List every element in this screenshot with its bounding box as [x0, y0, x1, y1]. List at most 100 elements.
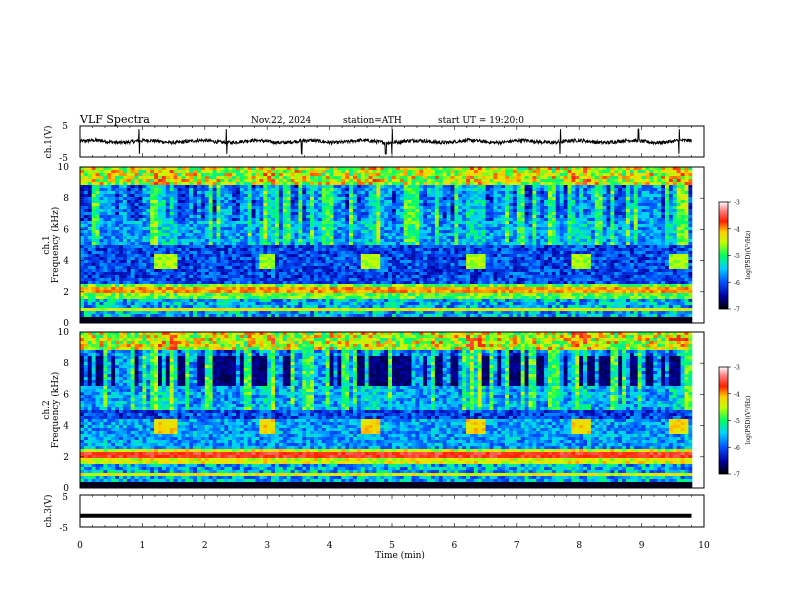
- spectrogram-cell: [91, 170, 96, 174]
- spectrogram-cell: [130, 272, 135, 276]
- spectrogram-cell: [395, 173, 401, 177]
- spectrogram-cell: [107, 293, 112, 297]
- spectrogram-cell: [427, 302, 432, 306]
- spectrogram-cell: [107, 284, 112, 288]
- spectrogram-cell: [306, 281, 311, 285]
- spectrogram-cell: [399, 314, 404, 318]
- spectrogram-cell: [236, 230, 241, 234]
- spectrogram-cell: [91, 167, 96, 171]
- spectrogram-cell: [126, 272, 131, 276]
- spectrogram-cell: [392, 200, 397, 204]
- spectrogram-cell: [126, 278, 131, 282]
- spectrogram-cell: [298, 203, 303, 207]
- spectrogram-cell: [259, 320, 264, 323]
- spectrogram-cell: [329, 257, 334, 261]
- spectrogram-cell: [193, 245, 198, 249]
- spectrogram-cell: [243, 248, 248, 252]
- spectrogram-cell: [236, 293, 241, 297]
- spectrogram-cell: [200, 284, 206, 288]
- spectrogram-cell: [239, 188, 245, 192]
- spectrogram-cell: [247, 197, 252, 201]
- spectrogram-cell: [169, 308, 174, 312]
- spectrogram-cell: [392, 194, 397, 198]
- spectrogram-cell: [154, 170, 159, 174]
- spectrogram-cell: [91, 314, 96, 318]
- spectrogram-cell: [395, 212, 401, 216]
- spectrogram-cell: [290, 302, 295, 306]
- spectrogram-cell: [360, 185, 365, 189]
- spectrogram-cell: [204, 302, 209, 306]
- spectrogram-cell: [341, 185, 346, 189]
- spectrogram-cell: [146, 209, 151, 213]
- spectrogram-cell: [329, 290, 334, 294]
- spectrogram-cell: [173, 230, 178, 234]
- spectrogram-cell: [122, 221, 128, 225]
- spectrogram-cell: [376, 248, 381, 252]
- spectrogram-cell: [220, 299, 225, 303]
- spectrogram-cell: [134, 293, 139, 297]
- spectrogram-cell: [150, 308, 155, 312]
- spectrogram-cell: [154, 299, 159, 303]
- spectrogram-cell: [399, 173, 404, 177]
- spectrogram-cell: [111, 200, 116, 204]
- spectrogram-cell: [399, 170, 404, 174]
- spectrogram-cell: [286, 260, 291, 264]
- spectrogram-cell: [111, 305, 116, 309]
- spectrogram-cell: [345, 269, 350, 273]
- spectrogram-cell: [317, 266, 323, 270]
- spectrogram-cell: [115, 194, 120, 198]
- spectrogram-cell: [438, 284, 443, 288]
- spectrogram-cell: [329, 254, 334, 258]
- spectrogram-cell: [415, 230, 420, 234]
- spectrogram-cell: [298, 308, 303, 312]
- spectrogram-cell: [349, 242, 354, 246]
- spectrogram-cell: [349, 314, 354, 318]
- spectrogram-cell: [294, 167, 299, 171]
- spectrogram-cell: [255, 314, 260, 318]
- spectrogram-cell: [431, 218, 436, 222]
- spectrogram-cell: [438, 311, 443, 315]
- spectrogram-cell: [380, 281, 385, 285]
- spectrogram-cell: [87, 266, 92, 270]
- spectrogram-cell: [275, 230, 280, 234]
- spectrogram-cell: [271, 182, 276, 186]
- spectrogram-cell: [438, 296, 443, 300]
- spectrogram-cell: [177, 266, 182, 270]
- spectrogram-cell: [278, 179, 284, 183]
- spectrogram-cell: [403, 311, 408, 315]
- spectrogram-cell: [310, 314, 315, 318]
- spectrogram-cell: [150, 224, 155, 228]
- spectrogram-cell: [247, 215, 252, 219]
- spectrogram-cell: [173, 302, 178, 306]
- spectrogram-cell: [384, 197, 389, 201]
- spectrogram-cell: [80, 305, 85, 309]
- spectrogram-cell: [247, 260, 252, 264]
- spectrogram-cell: [130, 308, 135, 312]
- spectrogram-cell: [154, 227, 159, 231]
- spectrogram-cell: [122, 248, 128, 252]
- spectrogram-cell: [427, 293, 432, 297]
- spectrogram-cell: [243, 233, 248, 237]
- spectrogram-cell: [115, 296, 120, 300]
- spectrogram-cell: [380, 251, 385, 255]
- spectrogram-cell: [107, 209, 112, 213]
- spectrogram-cell: [224, 284, 229, 288]
- spectrogram-cell: [434, 197, 440, 201]
- spectrogram-cell: [392, 182, 397, 186]
- spectrogram-cell: [325, 230, 330, 234]
- spectrogram-cell: [403, 251, 408, 255]
- spectrogram-cell: [298, 299, 303, 303]
- spectrogram-cell: [349, 236, 354, 240]
- spectrogram-cell: [271, 224, 276, 228]
- spectrogram-cell: [142, 167, 147, 171]
- spectrogram-cell: [368, 263, 373, 267]
- spectrogram-cell: [134, 317, 139, 321]
- spectrogram-cell: [107, 194, 112, 198]
- spectrogram-cell: [341, 251, 346, 255]
- spectrogram-cell: [434, 302, 440, 306]
- spectrogram-cell: [204, 254, 209, 258]
- spectrogram-cell: [325, 281, 330, 285]
- spectrogram-cell: [247, 290, 252, 294]
- spectrogram-cell: [243, 308, 248, 312]
- spectrogram-cell: [150, 260, 155, 264]
